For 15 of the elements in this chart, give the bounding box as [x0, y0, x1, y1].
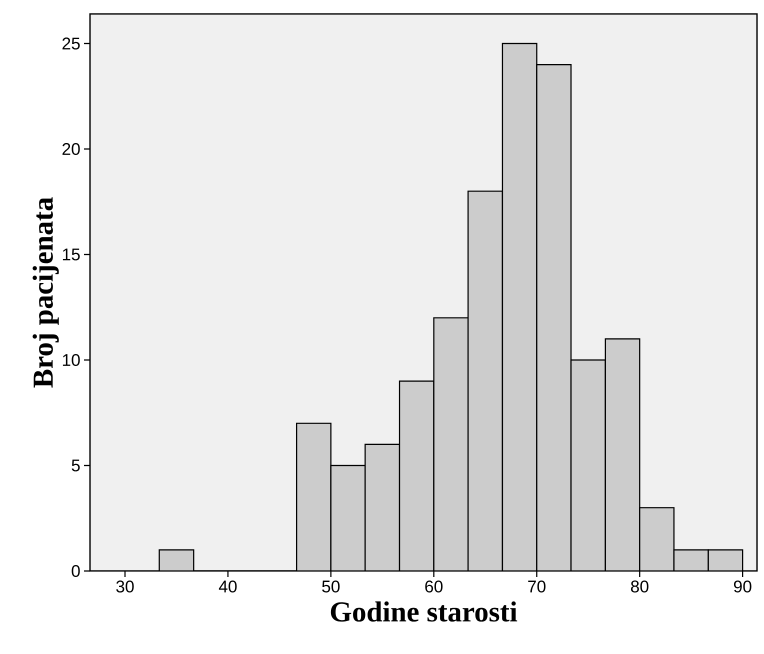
- y-tick-label: 15: [62, 248, 80, 260]
- x-tick-label: 90: [734, 580, 752, 593]
- y-axis-title: Broj pacijenata: [32, 197, 59, 388]
- y-tick-label: 20: [62, 143, 80, 156]
- y-tick-label: 5: [72, 460, 80, 472]
- x-axis-title: Godine starosti: [330, 601, 518, 622]
- y-tick-label: 25: [62, 38, 80, 50]
- x-tick-label: 30: [116, 580, 134, 593]
- y-tick-label: 10: [62, 354, 80, 366]
- x-tick-label: 50: [322, 580, 340, 593]
- x-tick-label: 40: [218, 580, 237, 593]
- x-tick-label: 80: [630, 580, 648, 593]
- x-tick-label: 60: [425, 580, 443, 593]
- y-tick-label: 0: [72, 564, 80, 577]
- x-tick-label: 70: [528, 580, 546, 593]
